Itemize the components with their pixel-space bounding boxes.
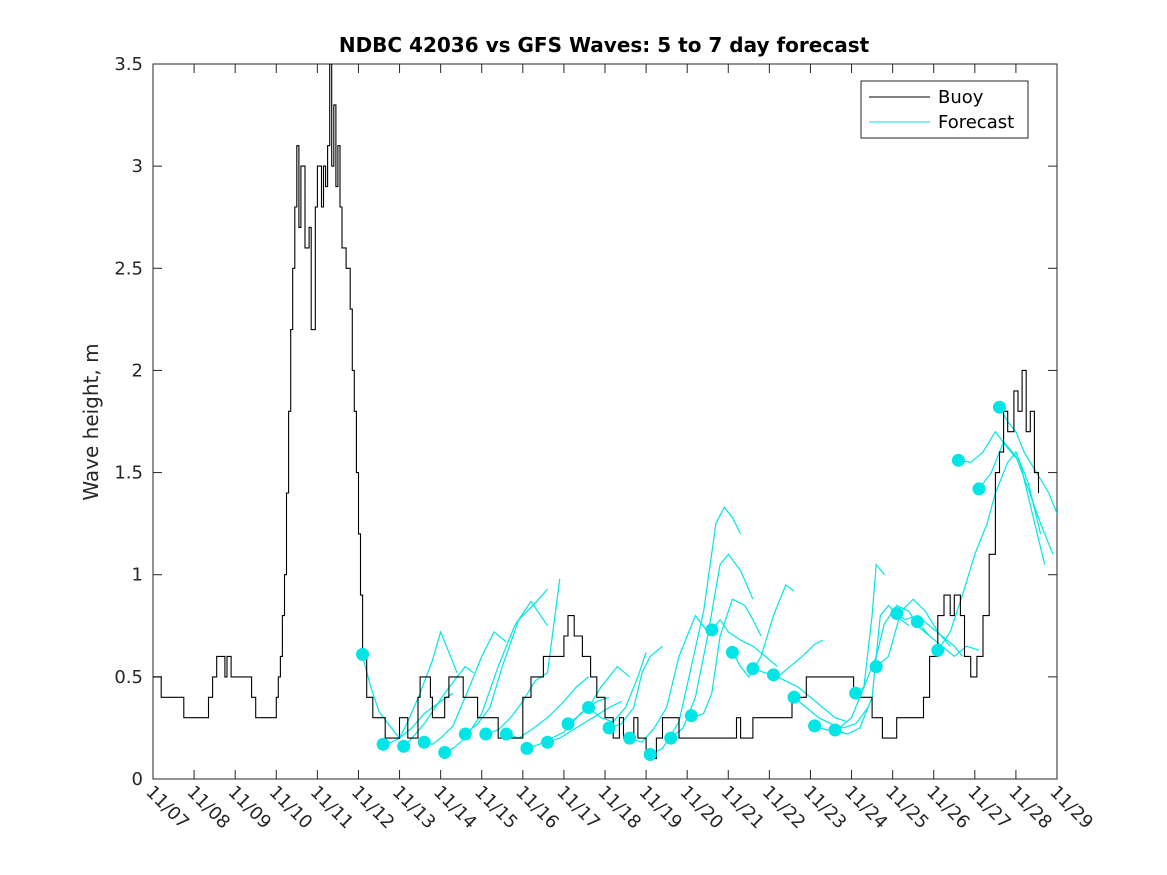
forecast-line — [937, 450, 1042, 651]
y-tick-label: 1.5 — [114, 463, 143, 484]
forecast-line — [526, 696, 610, 749]
forecast-line — [793, 696, 869, 729]
forecast-marker — [458, 727, 472, 741]
forecast-marker — [828, 723, 842, 737]
legend-forecast-label: Forecast — [938, 112, 1014, 133]
y-tick-label: 0 — [132, 769, 143, 790]
forecast-line — [670, 553, 754, 739]
forecast-marker — [561, 717, 575, 731]
legend-buoy-label: Buoy — [938, 87, 984, 108]
forecast-marker — [746, 662, 760, 676]
forecast-line — [403, 665, 474, 747]
forecast-marker — [890, 607, 904, 621]
legend-box — [860, 80, 1029, 139]
y-tick-label: 3 — [132, 156, 143, 177]
y-axis-label: Wave height, m — [79, 343, 103, 500]
forecast-marker — [438, 745, 452, 759]
forecast-marker — [356, 647, 370, 661]
forecast-marker — [417, 735, 431, 749]
y-tick-label: 3.5 — [114, 54, 143, 75]
forecast-marker — [602, 721, 616, 735]
forecast-line — [752, 639, 824, 678]
forecast-line — [547, 700, 622, 743]
y-tick-label: 2 — [132, 360, 143, 381]
forecast-marker — [376, 737, 390, 751]
forecast-line — [444, 600, 548, 753]
forecast-marker — [397, 739, 411, 753]
legend: Buoy Forecast — [860, 80, 1029, 139]
forecast-marker — [520, 741, 534, 755]
forecast-marker — [540, 735, 554, 749]
forecast-line — [382, 692, 454, 745]
forecast-marker — [992, 400, 1006, 414]
forecast-line — [773, 674, 848, 723]
y-tick-label: 0.5 — [114, 667, 143, 688]
forecast-line — [464, 588, 548, 735]
forecast-marker — [684, 709, 698, 723]
forecast-line — [978, 440, 1054, 555]
forecast-marker — [931, 643, 945, 657]
forecast-marker — [582, 701, 596, 714]
forecast-marker — [725, 645, 739, 659]
forecast-line — [916, 621, 980, 658]
forecast-marker — [910, 615, 924, 629]
forecast-marker — [972, 482, 986, 496]
chart-title: NDBC 42036 vs GFS Waves: 5 to 7 day fore… — [339, 33, 870, 57]
forecast-marker — [664, 731, 678, 745]
buoy-line — [153, 64, 1040, 760]
forecast-marker — [951, 453, 965, 467]
forecast-line — [731, 583, 795, 678]
forecast-marker — [643, 747, 657, 761]
forecast-line — [691, 598, 762, 719]
forecast-line — [958, 430, 1046, 565]
forecast-marker — [623, 731, 637, 745]
forecast-marker — [808, 719, 822, 733]
forecast-line — [896, 613, 963, 657]
forecast-line — [629, 614, 709, 743]
forecast-line — [711, 618, 778, 668]
forecast-marker — [705, 623, 719, 637]
forecast-marker — [849, 686, 863, 700]
forecast-line — [588, 652, 647, 723]
forecast-line — [567, 665, 631, 725]
forecast-marker — [499, 727, 513, 741]
y-tick-label: 2.5 — [114, 258, 143, 279]
forecast-marker — [479, 727, 493, 741]
forecast-line — [424, 630, 507, 745]
forecast-marker — [766, 668, 780, 682]
forecast-marker — [869, 660, 883, 674]
y-tick-label: 1 — [132, 565, 143, 586]
forecast-marker — [787, 690, 801, 704]
